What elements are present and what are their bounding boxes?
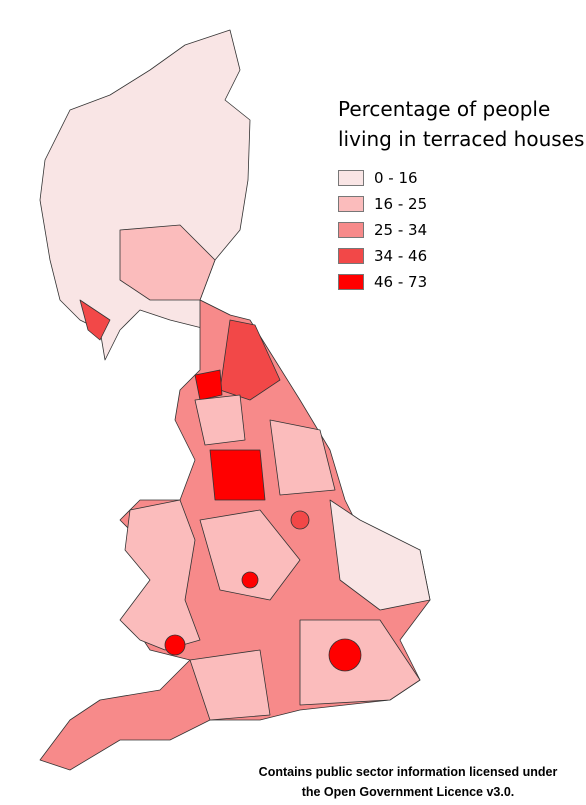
- legend-swatch: [338, 222, 364, 238]
- region: [329, 499, 431, 611]
- legend-label: 16 - 25: [374, 195, 428, 213]
- legend-label: 0 - 16: [374, 169, 418, 187]
- region: [328, 638, 362, 672]
- region: [290, 510, 310, 530]
- attribution: Contains public sector information licen…: [258, 765, 558, 799]
- legend-swatch: [338, 274, 364, 290]
- legend-swatch: [338, 196, 364, 212]
- region: [199, 509, 301, 601]
- legend: 0 - 16 16 - 25 25 - 34 34 - 46 46 - 73: [338, 165, 427, 295]
- legend-swatch: [338, 170, 364, 186]
- region: [164, 634, 186, 656]
- region: [194, 394, 246, 446]
- region: [219, 319, 281, 401]
- region: [269, 419, 336, 496]
- legend-item: 25 - 34: [338, 217, 427, 243]
- legend-label: 46 - 73: [374, 273, 428, 291]
- region: [299, 619, 421, 706]
- region: [241, 571, 259, 589]
- legend-item: 34 - 46: [338, 243, 427, 269]
- legend-label: 25 - 34: [374, 221, 428, 239]
- legend-swatch: [338, 248, 364, 264]
- region: [189, 649, 271, 721]
- legend-item: 46 - 73: [338, 269, 427, 295]
- legend-title: Percentage of people living in terraced …: [338, 97, 585, 151]
- region: [209, 449, 266, 501]
- legend-item: 16 - 25: [338, 191, 427, 217]
- region: [194, 369, 223, 401]
- legend-item: 0 - 16: [338, 165, 427, 191]
- region: [79, 299, 111, 341]
- region: [119, 499, 201, 651]
- legend-label: 34 - 46: [374, 247, 428, 265]
